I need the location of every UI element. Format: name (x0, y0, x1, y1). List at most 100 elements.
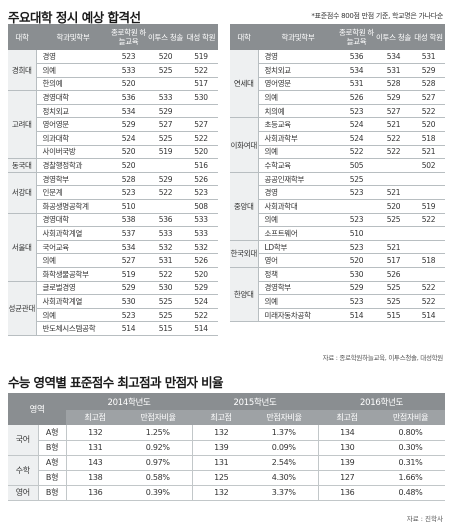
score-etoos: 527 (147, 117, 184, 133)
score-jongro: 523 (110, 308, 147, 323)
score-jongro: 519 (110, 267, 147, 282)
score-etoos: 520 (375, 199, 412, 214)
department-name: 의과대학 (36, 131, 110, 146)
table-row: 경희대 경영 523 520 519 (8, 50, 218, 92)
table-row: 이화여대 초등교육 524 521 520 (230, 117, 445, 173)
score-daesung: 520 (412, 117, 445, 133)
max-score: 132 (66, 425, 125, 441)
score-etoos: 525 (375, 213, 412, 228)
score-etoos: 529 (147, 104, 184, 119)
university-name: 한양대 (230, 267, 259, 323)
max-score: 139 (191, 440, 251, 456)
max-score: 143 (66, 455, 125, 471)
max-score: 138 (66, 470, 125, 486)
department-name: 정치외교 (258, 63, 338, 78)
max-score: 127 (317, 470, 377, 486)
university-name: 서울대 (8, 213, 37, 282)
header-jongro: 종로학원 하늘교육 (338, 24, 375, 50)
max-score: 131 (191, 455, 251, 471)
score-etoos: 534 (375, 50, 412, 65)
score-jongro: 538 (110, 213, 147, 228)
header-daesung: 대성 학원 (184, 24, 218, 50)
score-jongro: 523 (338, 240, 375, 255)
max-score: 130 (317, 440, 377, 456)
table-row: 영어 520 517 518 (230, 253, 445, 268)
score-etoos: 531 (147, 253, 184, 268)
score-jongro: 514 (110, 321, 147, 336)
score-daesung: 522 (184, 131, 218, 146)
score-etoos: 533 (147, 226, 184, 241)
table-row: 영어영문 529 527 527 (8, 117, 218, 133)
max-score: 136 (66, 485, 125, 501)
department-name: 영어 (258, 253, 338, 268)
perfect-ratio: 3.37% (250, 485, 319, 501)
table-row: 동국대 경찰행정학과 520 516 (8, 158, 218, 173)
perfect-ratio: 0.39% (124, 485, 193, 501)
table-row: 치의예 523 527 522 (230, 104, 445, 119)
table-row: 의예 522 522 521 (230, 145, 445, 160)
exam-type: A형 (38, 455, 67, 471)
department-name: 의예 (36, 308, 110, 323)
score-daesung: 522 (184, 63, 218, 78)
score-etoos: 530 (147, 281, 184, 296)
score-jongro: 533 (110, 63, 147, 78)
department-name: 화학생물공학부 (36, 267, 110, 282)
score-etoos: 527 (375, 104, 412, 119)
score-daesung: 526 (184, 253, 218, 268)
score-daesung (412, 240, 445, 255)
score-daesung (412, 185, 445, 201)
score-jongro: 520 (110, 158, 147, 173)
university-name: 한국외대 (230, 240, 259, 269)
header-daesung: 대성 학원 (412, 24, 445, 50)
score-jongro: 524 (338, 131, 375, 146)
department-name: 사회과학대 (258, 199, 338, 214)
admission-table-right: 대학 학과및학부 종로학원 하늘교육 이투스 청솔 대성 학원 연세대 경영 536… (230, 24, 445, 336)
department-name: LD학부 (258, 240, 338, 255)
table-row: 한양대 정책 530 526 (230, 267, 445, 323)
score-jongro: 505 (338, 158, 375, 173)
score-table: 영역 2014학년도 2015학년도 2016학년도 최고점 만점자비율 최고점… (8, 393, 446, 501)
department-name: 사회과학계열 (36, 226, 110, 241)
score-etoos: 525 (147, 63, 184, 78)
score-daesung: 517 (184, 77, 218, 92)
score-daesung: 524 (184, 294, 218, 309)
header-univ: 대학 (8, 24, 36, 50)
score-etoos: 525 (147, 131, 184, 146)
department-name: 영어영문 (258, 77, 338, 92)
area-name: 국어 (8, 425, 39, 456)
score-jongro: 514 (338, 308, 375, 323)
score-etoos: 521 (375, 117, 412, 133)
score-daesung: 522 (412, 104, 445, 119)
score-etoos: 536 (147, 213, 184, 228)
score-jongro: 524 (110, 131, 147, 146)
table-row: 인문계 523 522 523 (8, 185, 218, 201)
score-daesung: 518 (412, 131, 445, 146)
max-score: 131 (66, 440, 125, 456)
score-etoos: 515 (147, 321, 184, 336)
department-name: 의예 (258, 213, 338, 228)
department-name: 경영 (36, 50, 110, 65)
university-name: 고려대 (8, 90, 37, 160)
score-etoos: 525 (147, 308, 184, 323)
perfect-ratio: 0.80% (376, 425, 446, 441)
score-etoos: 517 (375, 253, 412, 268)
department-name: 의예 (258, 294, 338, 309)
score-jongro: 529 (110, 281, 147, 296)
score-jongro: 523 (110, 185, 147, 201)
area-name: 영어 (8, 485, 39, 501)
score-jongro: 524 (338, 117, 375, 133)
admission-table-left: 대학 학과및학부 종로학원 하늘교육 이투스 청솔 대성 학원 경희대 경영 523… (8, 24, 218, 336)
score-jongro: 525 (338, 172, 375, 187)
score-etoos: 528 (375, 77, 412, 92)
perfect-ratio: 0.30% (376, 440, 446, 456)
header-univ: 대학 (230, 24, 258, 50)
department-name: 화공생명공학계 (36, 199, 110, 214)
department-name: 경영대학 (36, 90, 110, 105)
score-jongro: 529 (110, 117, 147, 133)
score-etoos (375, 172, 412, 187)
department-name: 인문계 (36, 185, 110, 201)
header-etoos: 이투스 청솔 (375, 24, 412, 50)
university-name: 이화여대 (230, 117, 259, 173)
perfect-ratio: 0.58% (124, 470, 193, 486)
score-row: 영어 B형 136 0.39% 132 3.37% 136 0.48% (8, 485, 446, 501)
